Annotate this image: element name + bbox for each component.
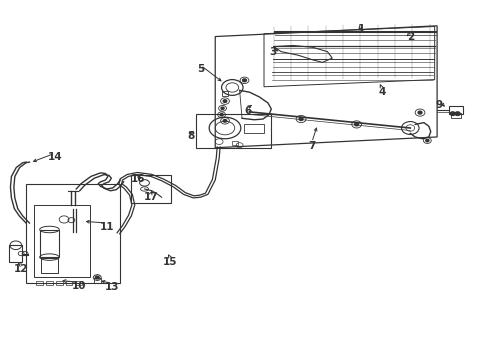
Circle shape xyxy=(299,118,303,121)
Circle shape xyxy=(449,112,454,116)
Text: 4: 4 xyxy=(378,87,385,97)
Bar xyxy=(448,106,462,114)
Bar xyxy=(131,175,171,203)
Text: 10: 10 xyxy=(71,281,86,291)
Text: 13: 13 xyxy=(104,282,119,292)
Bar xyxy=(75,281,82,285)
Text: 3: 3 xyxy=(268,46,276,57)
Bar xyxy=(36,281,43,285)
Bar xyxy=(26,184,120,283)
Text: 8: 8 xyxy=(187,131,194,141)
Circle shape xyxy=(425,139,428,142)
Circle shape xyxy=(417,111,421,114)
Bar xyxy=(450,113,461,118)
Bar xyxy=(41,258,58,273)
Bar xyxy=(46,281,53,285)
Circle shape xyxy=(220,114,223,116)
Text: 5: 5 xyxy=(197,64,204,74)
Text: 17: 17 xyxy=(143,192,158,202)
Text: 12: 12 xyxy=(14,264,28,274)
Bar xyxy=(34,205,90,277)
Text: 1: 1 xyxy=(357,24,365,35)
Circle shape xyxy=(454,112,459,116)
Bar xyxy=(221,91,228,96)
Circle shape xyxy=(221,107,224,109)
Bar xyxy=(65,281,72,285)
Text: 2: 2 xyxy=(406,32,413,41)
Text: 16: 16 xyxy=(131,174,145,184)
Circle shape xyxy=(223,120,226,122)
Bar xyxy=(244,125,264,134)
Text: 6: 6 xyxy=(244,106,251,116)
Text: 7: 7 xyxy=(307,141,315,151)
Bar xyxy=(40,230,59,257)
Text: 11: 11 xyxy=(100,222,114,231)
Text: 15: 15 xyxy=(163,257,177,267)
Circle shape xyxy=(242,79,246,82)
Bar xyxy=(9,245,22,262)
Bar xyxy=(232,141,238,145)
Circle shape xyxy=(223,100,226,102)
Circle shape xyxy=(95,276,99,279)
Bar xyxy=(56,281,62,285)
Circle shape xyxy=(354,123,358,126)
Text: 9: 9 xyxy=(435,100,442,110)
Text: 14: 14 xyxy=(48,152,62,162)
Bar xyxy=(94,278,101,283)
